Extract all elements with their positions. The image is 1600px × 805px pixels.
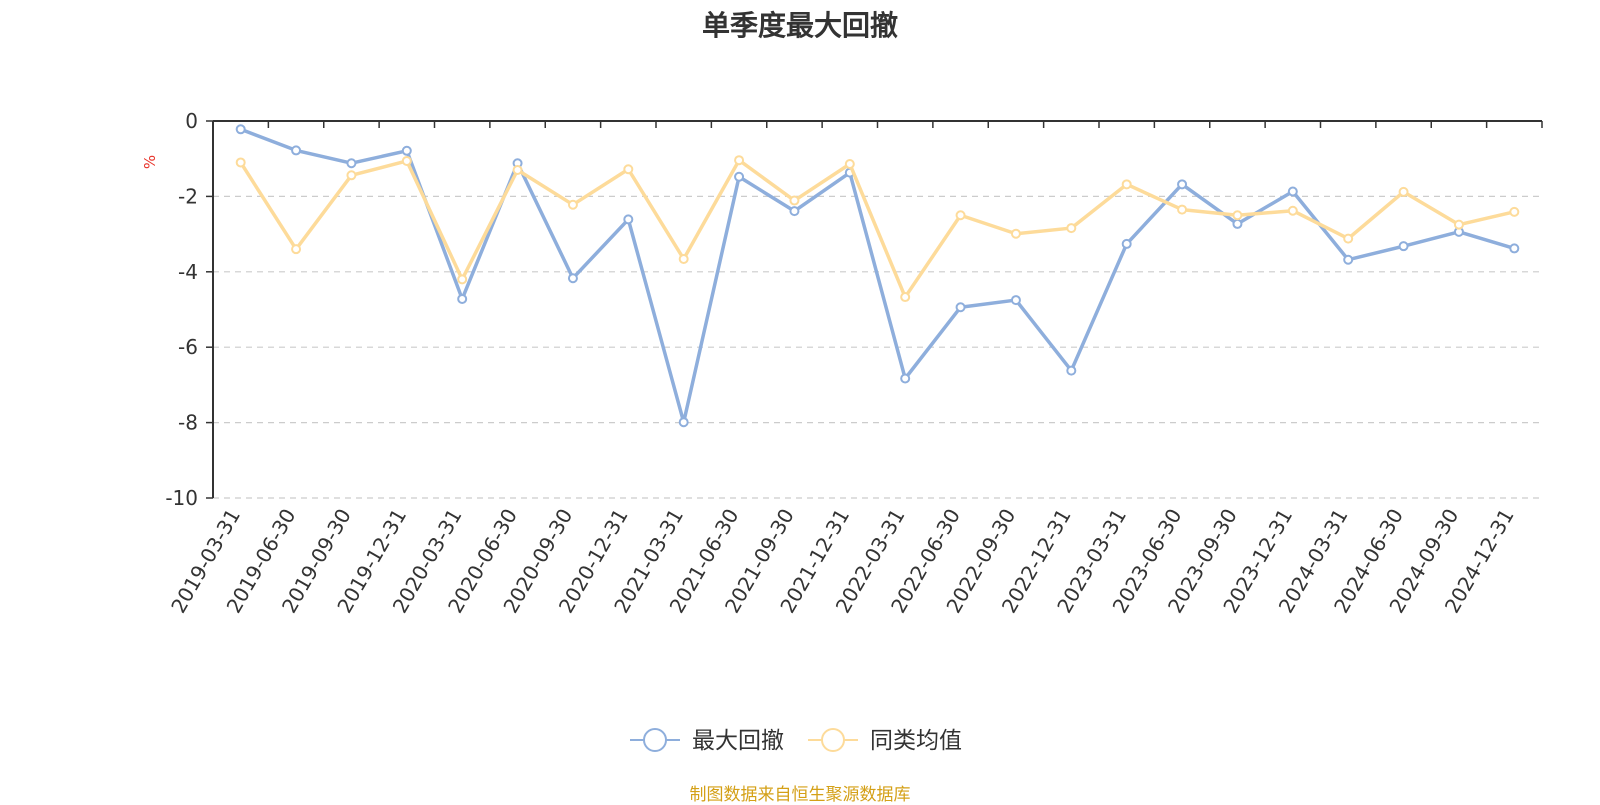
- y-tick-label: -4: [178, 260, 198, 284]
- data-point: [1010, 295, 1021, 306]
- data-point: [734, 171, 745, 182]
- data-point: [623, 164, 634, 175]
- data-point: [955, 302, 966, 313]
- series-line-1: [240, 127, 1515, 424]
- data-point: [1343, 254, 1354, 265]
- data-point: [678, 253, 689, 264]
- data-point: [1398, 241, 1409, 252]
- data-point: [900, 373, 911, 384]
- data-point: [346, 170, 357, 181]
- data-point: [844, 158, 855, 169]
- data-point: [1066, 223, 1077, 234]
- series-line-2: [239, 158, 1515, 299]
- legend-marker: [821, 728, 845, 752]
- data-point: [235, 124, 246, 135]
- y-tick-label: -6: [178, 335, 198, 359]
- data-point: [789, 206, 800, 217]
- data-point: [1509, 206, 1520, 217]
- data-point: [401, 155, 412, 166]
- data-point: [900, 292, 911, 303]
- legend-label: 同类均值: [870, 728, 962, 754]
- data-point: [789, 195, 800, 206]
- data-point: [1232, 218, 1243, 229]
- data-point: [567, 199, 578, 210]
- data-point: [678, 417, 689, 428]
- legend-label: 最大回撤: [692, 728, 784, 754]
- data-source-note: 制图数据来自恒生聚源数据库: [689, 785, 911, 805]
- data-point: [346, 158, 357, 169]
- data-point: [457, 293, 468, 304]
- y-tick-label: -8: [178, 411, 198, 435]
- data-point: [1177, 204, 1188, 215]
- data-point: [1232, 210, 1243, 221]
- data-point: [457, 274, 468, 285]
- data-point: [1287, 186, 1298, 197]
- y-tick-label: 0: [185, 109, 198, 133]
- data-point: [623, 214, 634, 225]
- data-point: [1398, 186, 1409, 197]
- y-tick-label: -10: [165, 486, 198, 510]
- y-axis-label: %: [141, 155, 159, 169]
- legend-marker: [643, 728, 667, 752]
- data-point: [1121, 179, 1132, 190]
- data-point: [1066, 365, 1077, 376]
- chart-title: 单季度最大回撤: [701, 9, 898, 42]
- data-point: [1010, 228, 1021, 239]
- data-point: [567, 273, 578, 284]
- data-point: [291, 145, 302, 156]
- data-point: [955, 210, 966, 221]
- data-point: [1177, 179, 1188, 190]
- data-point: [1287, 205, 1298, 216]
- data-point: [401, 145, 412, 156]
- data-point: [291, 244, 302, 255]
- y-tick-label: -2: [178, 184, 198, 208]
- data-point: [235, 157, 246, 168]
- data-point: [1343, 233, 1354, 244]
- data-point: [512, 165, 523, 176]
- data-point: [1453, 219, 1464, 230]
- data-point: [734, 155, 745, 166]
- data-point: [1121, 238, 1132, 249]
- data-point: [1509, 243, 1520, 254]
